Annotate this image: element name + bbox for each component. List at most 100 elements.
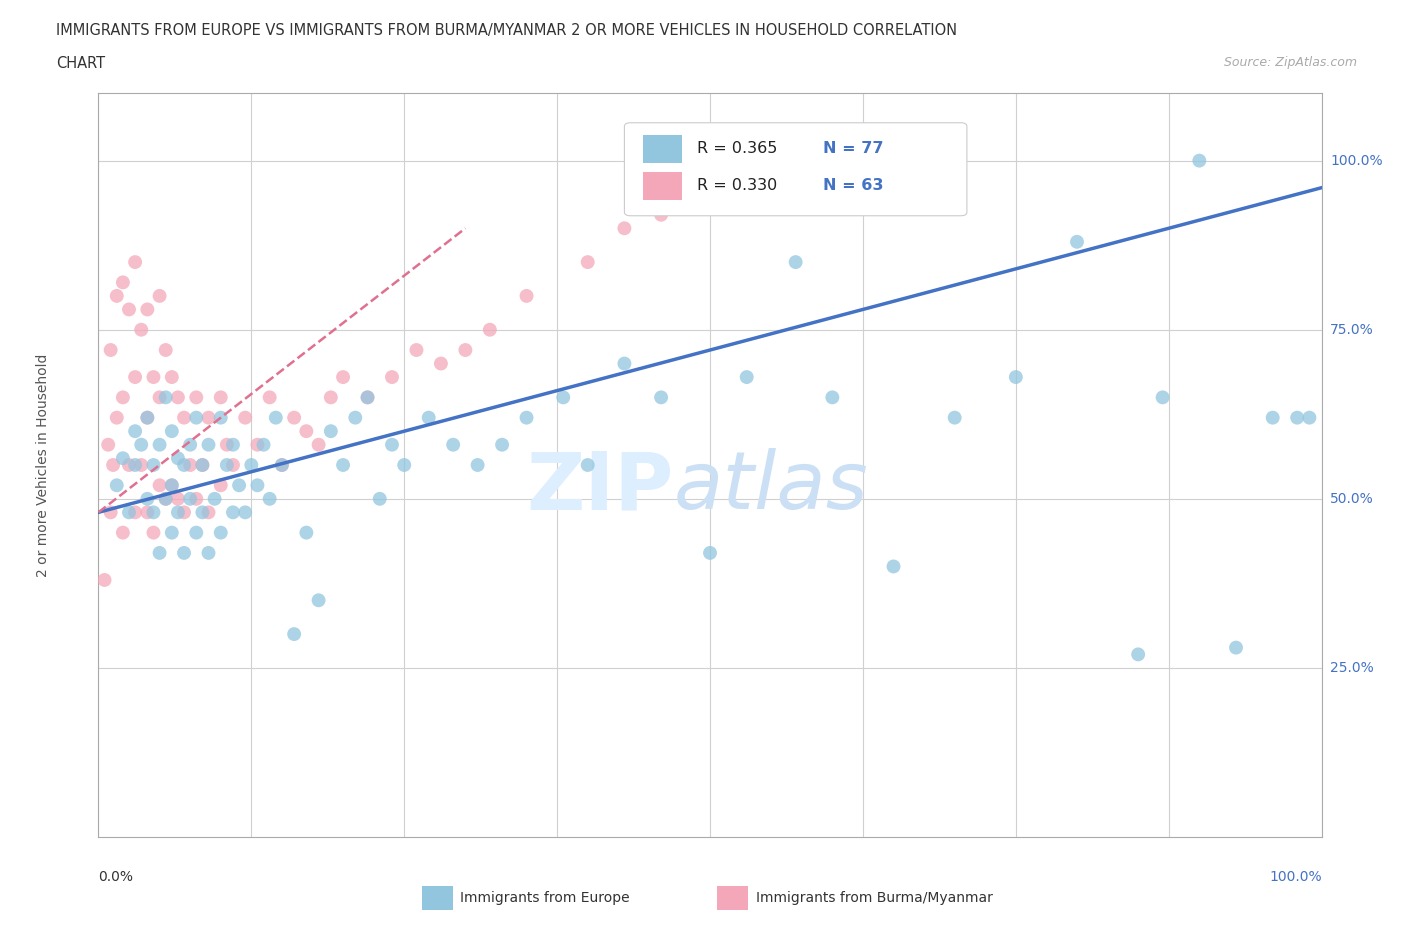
Point	[118, 505, 141, 520]
Point	[105, 410, 128, 425]
Text: 2 or more Vehicles in Household: 2 or more Vehicles in Household	[37, 353, 51, 577]
Point	[1225, 640, 1247, 655]
Point	[883, 559, 905, 574]
Point	[270, 458, 294, 472]
Point	[332, 458, 354, 472]
Point	[821, 390, 844, 405]
Point	[308, 437, 330, 452]
Point	[105, 478, 128, 493]
FancyBboxPatch shape	[624, 123, 967, 216]
Point	[179, 491, 201, 506]
Point	[142, 525, 165, 540]
Point	[124, 505, 146, 520]
Point	[381, 369, 404, 384]
Point	[191, 458, 214, 472]
Point	[233, 505, 256, 520]
Point	[209, 410, 232, 425]
Point	[186, 525, 208, 540]
Point	[785, 255, 807, 270]
Point	[167, 491, 190, 506]
Point	[111, 525, 134, 540]
Text: N = 77: N = 77	[823, 141, 883, 156]
Point	[155, 390, 177, 405]
Point	[149, 390, 172, 405]
Point	[356, 390, 378, 405]
Point	[1066, 234, 1088, 249]
Point	[368, 491, 391, 506]
Point	[155, 491, 177, 506]
Point	[491, 437, 513, 452]
Point	[197, 546, 219, 561]
Point	[191, 458, 214, 472]
Point	[173, 546, 195, 561]
Text: 100.0%: 100.0%	[1270, 870, 1322, 884]
Point	[136, 410, 159, 425]
Text: 25.0%: 25.0%	[1330, 661, 1374, 675]
Bar	[643, 135, 682, 163]
Point	[173, 458, 195, 472]
Point	[295, 525, 318, 540]
Point	[222, 458, 245, 472]
Point	[186, 390, 208, 405]
Point	[124, 458, 146, 472]
Point	[149, 437, 172, 452]
Point	[186, 491, 208, 506]
Point	[252, 437, 274, 452]
Point	[613, 220, 636, 235]
Point	[283, 627, 305, 642]
Point	[283, 410, 305, 425]
Point	[186, 410, 208, 425]
Point	[93, 573, 115, 588]
Point	[264, 410, 287, 425]
Point	[735, 369, 758, 384]
Point	[129, 458, 152, 472]
Point	[209, 525, 232, 540]
Text: IMMIGRANTS FROM EUROPE VS IMMIGRANTS FROM BURMA/MYANMAR 2 OR MORE VEHICLES IN HO: IMMIGRANTS FROM EUROPE VS IMMIGRANTS FRO…	[56, 23, 957, 38]
Point	[124, 255, 146, 270]
Point	[142, 458, 165, 472]
Point	[160, 424, 183, 439]
Point	[129, 437, 152, 452]
Point	[167, 451, 190, 466]
Point	[111, 275, 134, 290]
Point	[105, 288, 128, 303]
Point	[136, 491, 159, 506]
Point	[118, 302, 141, 317]
Point	[430, 356, 453, 371]
Point	[405, 342, 427, 357]
Point	[142, 505, 165, 520]
Point	[441, 437, 464, 452]
Point	[118, 458, 141, 472]
Point	[478, 323, 501, 338]
Point	[308, 592, 330, 607]
Text: 0.0%: 0.0%	[98, 870, 134, 884]
Point	[142, 369, 165, 384]
Point	[209, 478, 232, 493]
Point	[699, 546, 721, 561]
Point	[1004, 369, 1026, 384]
Point	[576, 255, 599, 270]
Point	[650, 207, 672, 222]
Point	[319, 390, 342, 405]
Text: atlas: atlas	[673, 448, 868, 526]
Point	[160, 525, 183, 540]
Point	[149, 478, 172, 493]
Point	[943, 410, 966, 425]
Point	[1188, 153, 1211, 168]
Point	[270, 458, 294, 472]
Point	[215, 458, 238, 472]
Point	[149, 546, 172, 561]
Point	[259, 390, 281, 405]
Point	[240, 458, 263, 472]
Text: Immigrants from Europe: Immigrants from Europe	[460, 891, 630, 906]
Point	[167, 505, 190, 520]
Point	[129, 323, 152, 338]
Point	[160, 369, 183, 384]
Text: 75.0%: 75.0%	[1330, 323, 1374, 337]
Point	[246, 437, 269, 452]
Point	[246, 478, 269, 493]
Point	[319, 424, 342, 439]
Point	[295, 424, 318, 439]
Bar	[643, 172, 682, 200]
Text: R = 0.330: R = 0.330	[696, 179, 778, 193]
